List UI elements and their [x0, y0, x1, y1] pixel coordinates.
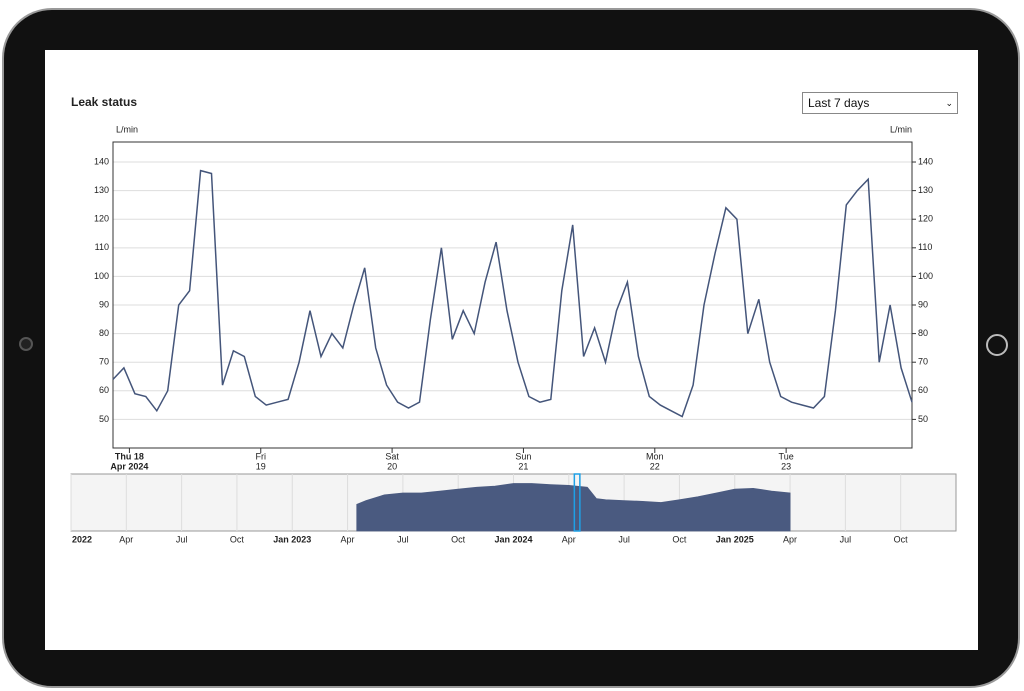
x-tick-label: Jul [397, 534, 409, 544]
y2-tick-label: 70 [918, 357, 928, 367]
y2-tick-label: 140 [918, 156, 933, 166]
y2-tick-label: 80 [918, 328, 928, 338]
home-button [986, 334, 1008, 356]
y-tick-label: 130 [94, 185, 109, 195]
y2-tick-label: 60 [918, 385, 928, 395]
x-tick-sublabel: 23 [781, 461, 791, 471]
y2-tick-label: 100 [918, 271, 933, 281]
x-tick-label: Jul [176, 534, 188, 544]
y2-tick-label: 90 [918, 299, 928, 309]
y2-tick-label: 110 [918, 242, 932, 252]
x-tick-label: Fri [256, 451, 267, 461]
x-tick-label: Oct [672, 534, 687, 544]
y-tick-label: 120 [94, 214, 109, 224]
x-tick-label: Oct [894, 534, 909, 544]
x-tick-sublabel: 21 [518, 461, 528, 471]
x-tick-label: Sun [515, 451, 531, 461]
x-tick-label: Thu 18 [115, 451, 144, 461]
plot-frame [112, 141, 913, 449]
y-axis-label: L/min [116, 124, 138, 134]
dropdown-value: Last 7 days [808, 96, 870, 110]
y2-tick-label: 120 [918, 214, 933, 224]
y-tick-label: 50 [99, 414, 109, 424]
x-tick-sublabel: 22 [650, 461, 660, 471]
y-tick-label: 80 [99, 328, 109, 338]
screen [45, 50, 978, 650]
x-tick-sublabel: 19 [256, 461, 266, 471]
y2-axis-label: L/min [890, 124, 912, 134]
x-tick-label: Jan 2025 [716, 534, 754, 544]
camera [19, 337, 33, 351]
x-tick-label: Mon [646, 451, 664, 461]
y-tick-label: 110 [95, 242, 109, 252]
data-line [112, 169, 913, 418]
y-tick-label: 90 [99, 299, 109, 309]
y-tick-label: 100 [94, 271, 109, 281]
x-tick-label: Tue [779, 451, 794, 461]
y-tick-label: 60 [99, 385, 109, 395]
x-tick-label: 2022 [72, 534, 92, 544]
x-tick-label: Apr [783, 534, 797, 544]
x-tick-label: Jan 2023 [273, 534, 311, 544]
x-tick-label: Sat [385, 451, 399, 461]
dropdown-arrow: ⌄ [945, 98, 953, 108]
chart-title: Leak status [71, 95, 138, 109]
x-tick-label: Oct [451, 534, 466, 544]
navigator-selection [573, 473, 581, 532]
x-tick-label: Apr [562, 534, 576, 544]
x-tick-label: Jan 2024 [494, 534, 532, 544]
navigator-area [356, 483, 791, 532]
y-tick-label: 140 [94, 156, 109, 166]
y-tick-label: 70 [99, 357, 109, 367]
x-tick-label: Oct [230, 534, 245, 544]
range-dropdown[interactable]: Last 7 days ⌄ [802, 92, 958, 114]
x-tick-label: Apr [119, 534, 133, 544]
y2-tick-label: 50 [918, 414, 928, 424]
x-tick-sublabel: Apr 2024 [110, 461, 148, 471]
x-tick-sublabel: 20 [387, 461, 397, 471]
x-tick-label: Jul [618, 534, 630, 544]
x-tick-label: Jul [840, 534, 852, 544]
x-tick-label: Apr [341, 534, 355, 544]
y2-tick-label: 130 [918, 185, 933, 195]
